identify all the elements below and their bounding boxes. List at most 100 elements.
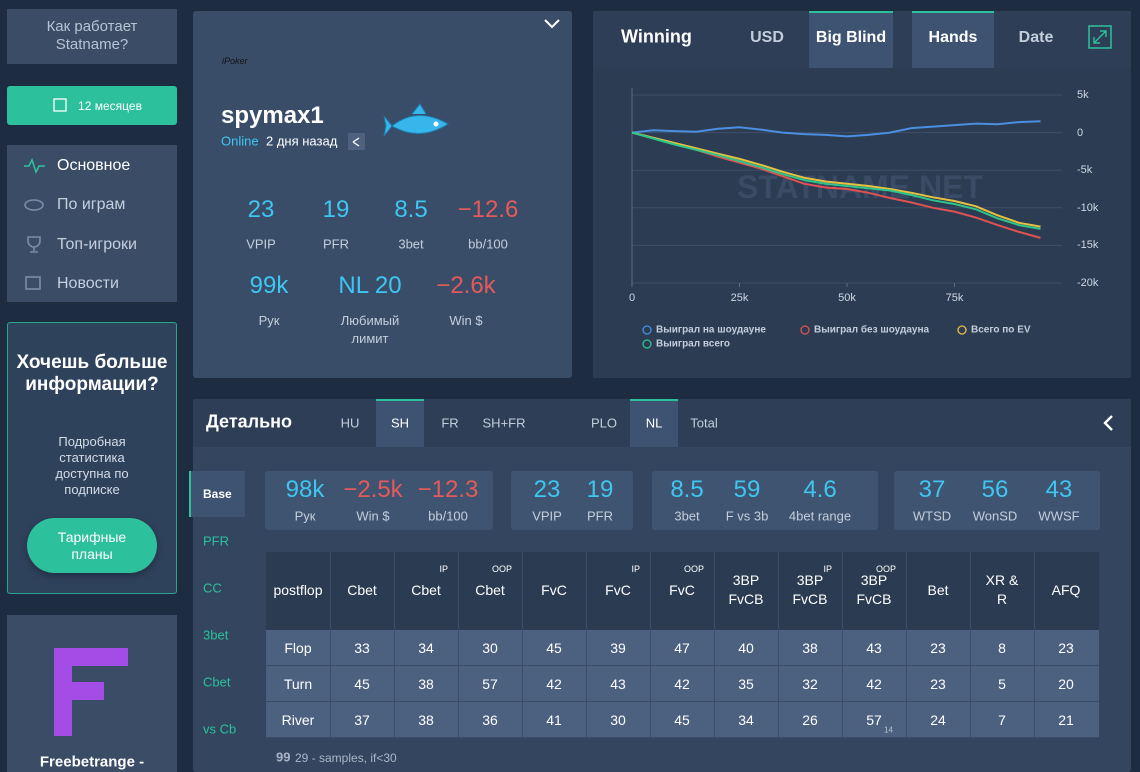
cell: 41: [546, 712, 562, 728]
header-tag: IP: [439, 564, 448, 574]
footnote-text: 29 - samples, if<30: [295, 751, 397, 765]
cell: 39: [610, 640, 626, 656]
format-tab[interactable]: SH+FR: [482, 415, 526, 431]
cell: 33: [354, 640, 370, 656]
game-tab[interactable]: Total: [690, 415, 718, 431]
cell: 23: [930, 640, 946, 656]
cell: 40: [738, 640, 754, 656]
cell: 42: [546, 676, 562, 692]
cell: 7: [998, 712, 1006, 728]
chart-tab[interactable]: Date: [1018, 29, 1054, 46]
summary-value: −2.5k: [343, 476, 403, 503]
stat-value: 8.5: [394, 196, 428, 223]
summary-box: [265, 471, 493, 530]
game-tab[interactable]: NL: [645, 415, 663, 431]
column-divider: [650, 552, 651, 738]
stat-label: Win $: [449, 313, 483, 328]
summary-value: 8.5: [670, 476, 704, 503]
table-header-label: FvC: [669, 582, 695, 598]
status: Online: [221, 133, 259, 149]
side-tab[interactable]: Cbet: [203, 674, 231, 690]
chart-tab[interactable]: USD: [750, 29, 784, 46]
chart-title: Winning: [621, 26, 692, 47]
chart-tab-active[interactable]: [912, 11, 994, 68]
nav-item[interactable]: По играм: [57, 196, 126, 214]
column-divider: [778, 552, 779, 738]
stat-value: −12.6: [457, 196, 519, 223]
room-logo: iPoker: [222, 56, 248, 66]
table-header: [266, 552, 1099, 630]
promo-button-label[interactable]: Тарифные планы: [57, 529, 127, 562]
y-tick-label: 0: [1077, 126, 1084, 139]
cell: 35: [738, 676, 754, 692]
summary-label: Рук: [294, 508, 316, 524]
format-tab[interactable]: SH: [390, 415, 410, 431]
period-button[interactable]: [7, 86, 177, 125]
summary-label: 4bet range: [788, 508, 852, 524]
tab-active[interactable]: [376, 399, 424, 447]
cell: 45: [354, 676, 370, 692]
cell: 36: [482, 712, 498, 728]
y-tick-label: -15k: [1077, 239, 1099, 252]
cell: 57: [482, 676, 498, 692]
row-label: Flop: [284, 640, 312, 656]
summary-label: 3bet: [674, 508, 700, 524]
cell: 57: [866, 712, 882, 728]
ad-box: [7, 615, 177, 772]
chart-tab[interactable]: Hands: [928, 29, 978, 46]
summary-label: VPIP: [532, 508, 562, 524]
summary-box: [511, 471, 633, 530]
game-tab[interactable]: PLO: [590, 415, 618, 431]
column-divider: [714, 552, 715, 738]
tab-active[interactable]: [630, 399, 678, 447]
y-tick-label: -20k: [1077, 277, 1099, 289]
cell: 38: [418, 676, 434, 692]
summary-value: 59: [733, 476, 761, 503]
format-tab[interactable]: FR: [441, 415, 459, 431]
summary-label: WWSF: [1038, 508, 1080, 524]
side-tab[interactable]: CC: [203, 580, 222, 596]
table-header-label: 3BP FvCB: [856, 572, 892, 607]
summary-label: Win $: [356, 508, 390, 524]
period-label[interactable]: 12 месяцев: [78, 99, 142, 113]
summary-label: WonSD: [972, 508, 1018, 524]
cell: 30: [610, 712, 626, 728]
column-divider: [1034, 552, 1035, 738]
header-tag: IP: [631, 564, 640, 574]
nav-item[interactable]: Основное: [57, 157, 131, 174]
side-tab[interactable]: PFR: [203, 533, 229, 549]
table-header-label: postflop: [273, 582, 323, 598]
nav-item[interactable]: Новости: [57, 274, 119, 292]
side-tab[interactable]: 3bet: [203, 627, 229, 643]
nav-item[interactable]: Топ-игроки: [57, 235, 137, 253]
row-label: Turn: [283, 676, 313, 692]
cell: 21: [1058, 712, 1074, 728]
cell: 24: [930, 712, 946, 728]
footnote-example: 99: [276, 749, 291, 765]
table-row: [266, 630, 1099, 666]
chart-tab[interactable]: Big Blind: [815, 29, 887, 46]
promo-button[interactable]: [27, 518, 157, 573]
legend-label: Всего по EV: [971, 324, 1031, 336]
cell: 30: [482, 640, 498, 656]
help-link[interactable]: Как работает Statname?: [46, 18, 138, 53]
chart-tab-active[interactable]: [809, 11, 893, 68]
table-row: [266, 666, 1099, 702]
side-tab[interactable]: vs Cb: [203, 721, 237, 737]
summary-value: 37: [918, 476, 946, 503]
x-tick-label: 50k: [838, 292, 856, 304]
table-header-label: Cbet: [475, 582, 505, 598]
cell: 34: [418, 640, 434, 656]
side-tab-active[interactable]: [189, 471, 245, 517]
stat-value: −2.6k: [436, 272, 496, 299]
side-tab[interactable]: Base: [203, 487, 232, 501]
y-tick-label: 5k: [1077, 89, 1089, 101]
table-header-label: Bet: [927, 582, 949, 598]
format-tab[interactable]: HU: [340, 415, 360, 431]
summary-box: [894, 471, 1100, 530]
summary-value: 98k: [285, 476, 325, 503]
summary-label: F vs 3b: [725, 508, 769, 524]
table-header-label: 3BP FvCB: [792, 572, 828, 607]
help-box[interactable]: [7, 9, 177, 64]
